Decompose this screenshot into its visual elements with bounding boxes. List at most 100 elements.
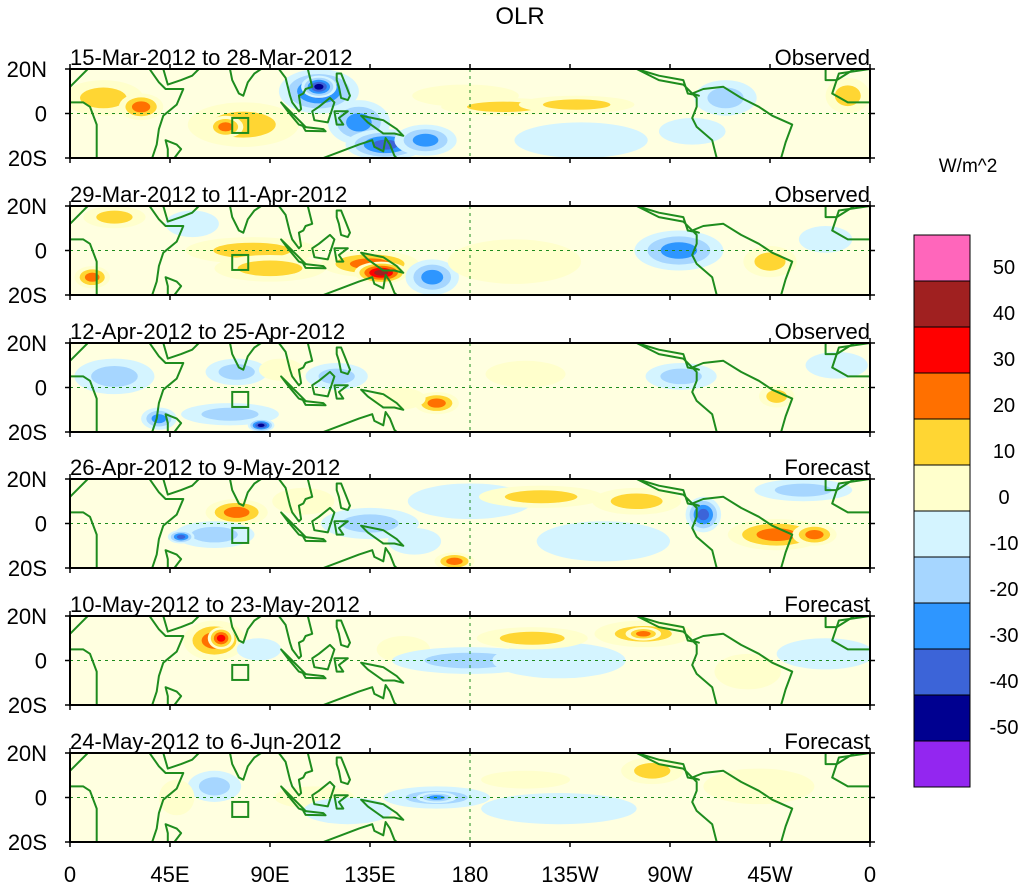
coastline-7 [302,672,327,680]
coastline-5 [280,511,307,538]
coastline-8 [333,657,349,673]
anomaly-blob-13-level-2 [707,87,744,109]
colorbar-tick-label: -40 [990,671,1019,693]
index-region-box [231,800,250,818]
colorbar-units-label: W/m^2 [939,156,998,177]
longitude-axis: 0 45E 90E 135E 180 135W 90W 45W 0 [64,862,876,887]
index-region-box [231,663,250,681]
colorbar-swatch-12 [913,740,971,788]
anomaly-blob-7-level-3 [421,269,444,285]
coastline-9 [360,524,405,547]
anomaly-blob-2-level-3 [151,414,167,424]
panel-type-label: Observed [775,182,870,207]
map-panel-4: 26-Apr-2012 to 9-May-2012 Forecast 20N 0 20S [7,455,875,581]
anomaly-blob-9-level-1 [703,768,815,805]
panel-type-label: Observed [775,319,870,344]
coastline-11 [335,756,351,786]
coastline-14 [824,479,856,492]
anomaly-blob-1-level-2 [198,777,230,796]
coastline-1 [70,69,185,158]
coastline-12 [635,69,794,158]
anomaly-blob-15-level-2 [834,85,861,107]
colorbar-swatch-9 [913,602,971,650]
anomaly-blob-4-level-3 [218,122,233,132]
coastline-15 [831,616,870,651]
anomaly-blob-7-level-3 [446,557,463,565]
coastline-16 [164,686,183,705]
latitude-tick-label: 20S [8,556,47,581]
latitude-tick-label: 0 [35,376,47,401]
coastline-7 [302,535,327,543]
coastline-10 [322,547,398,568]
longitude-tick-label: 135W [541,862,599,887]
colorbar-swatch-8 [913,556,971,604]
anomaly-blob-1-level-2 [96,210,133,224]
coastline-10 [322,137,398,158]
coastline-12 [635,343,794,432]
anomaly-field [70,69,870,158]
coastline-6 [311,780,336,808]
anomaly-blob-16-level-1 [514,122,648,158]
panel-date-range: 24-May-2012 to 6-Jun-2012 [70,729,342,754]
colorbar-swatch-7 [913,510,971,558]
anomaly-blob-6-level-5 [314,83,324,90]
anomaly-blob-12-level-1 [165,210,219,238]
anomaly-blob-3-level-2 [218,364,255,380]
panel-type-label: Observed [775,45,870,70]
map-panel-5: 10-May-2012 to 23-May-2012 Forecast 20N 0 20… [7,592,875,718]
colorbar-tick-label: 20 [993,395,1015,417]
anomaly-blob-2-level-3 [131,101,151,113]
coastline-2 [162,69,200,86]
coastline-12 [635,753,794,842]
colorbar-tick-label: -10 [990,533,1019,555]
anomaly-blob-11-level-1 [776,638,870,670]
anomaly-field [70,616,870,705]
anomaly-blob-5-level-5 [257,423,265,428]
longitude-tick-label: 45E [150,862,189,887]
coastline-4 [277,616,314,660]
coastline-2 [162,343,200,360]
anomaly-blob-3-level-1 [236,638,282,661]
anomaly-blob-8-level-3 [427,398,446,408]
colorbar-tick-label: 50 [993,257,1015,279]
coastline-9 [360,661,405,684]
coastline-9 [360,114,405,137]
anomaly-blob-12-level-1 [485,360,566,388]
coastline-4 [277,69,314,113]
anomaly-blob-10-level-1 [481,793,637,825]
colorbar-tick-label: 0 [998,487,1009,509]
coastline-9 [360,798,405,821]
coastline-1 [70,206,185,295]
coastline-15 [831,206,870,241]
coastline-6 [311,643,336,671]
coastline-6 [311,233,336,261]
longitude-tick-label: 135E [344,862,395,887]
anomaly-blob-14-level-2 [774,483,832,497]
coastline-2 [162,479,200,496]
coastline-11 [335,72,351,102]
coastline-4 [277,206,314,250]
panel-type-label: Forecast [784,729,870,754]
coastline-8 [333,794,349,810]
coastline-14 [824,206,856,219]
coastline-6 [311,506,336,534]
colorbar-swatch-11 [913,694,971,742]
anomaly-blob-6-level-1 [492,642,626,679]
anomaly-blob-10-level-2 [660,368,702,385]
colorbar-tick-label: 30 [993,349,1015,371]
coastline-1 [70,753,185,842]
coastline-5 [280,785,307,812]
coastline-4 [277,753,314,797]
coastline-1 [70,479,185,568]
map-panel-3: 12-Apr-2012 to 25-Apr-2012 Observed 20N 0 20… [7,319,875,445]
anomaly-blob-1-level-2 [80,87,127,109]
colorbar-swatch-5 [913,418,971,466]
coastline-10 [322,821,398,842]
anomaly-field [70,206,870,295]
coastline-11 [335,619,351,649]
anomaly-blob-1-level-3 [223,506,250,518]
anomaly-blob-13-level-1 [805,351,868,379]
coastline-9 [360,388,405,411]
coastline-5 [280,375,307,402]
